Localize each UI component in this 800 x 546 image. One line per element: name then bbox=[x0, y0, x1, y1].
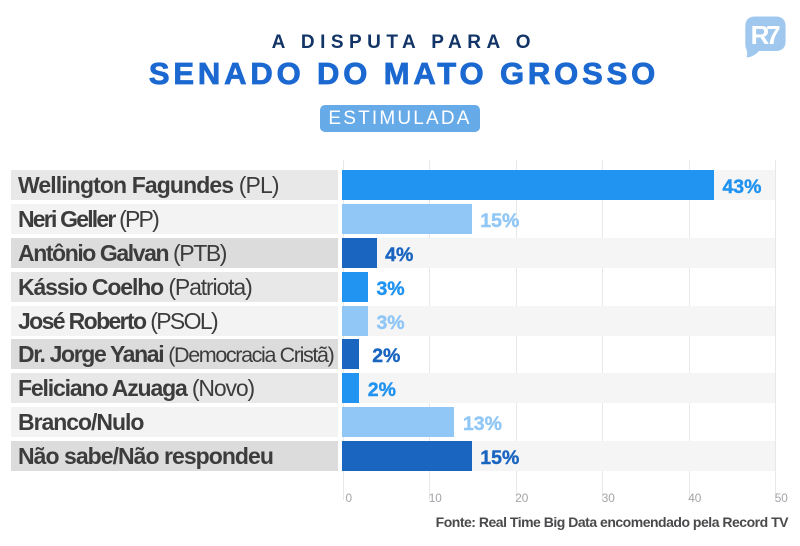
svg-text:R7: R7 bbox=[751, 20, 781, 50]
